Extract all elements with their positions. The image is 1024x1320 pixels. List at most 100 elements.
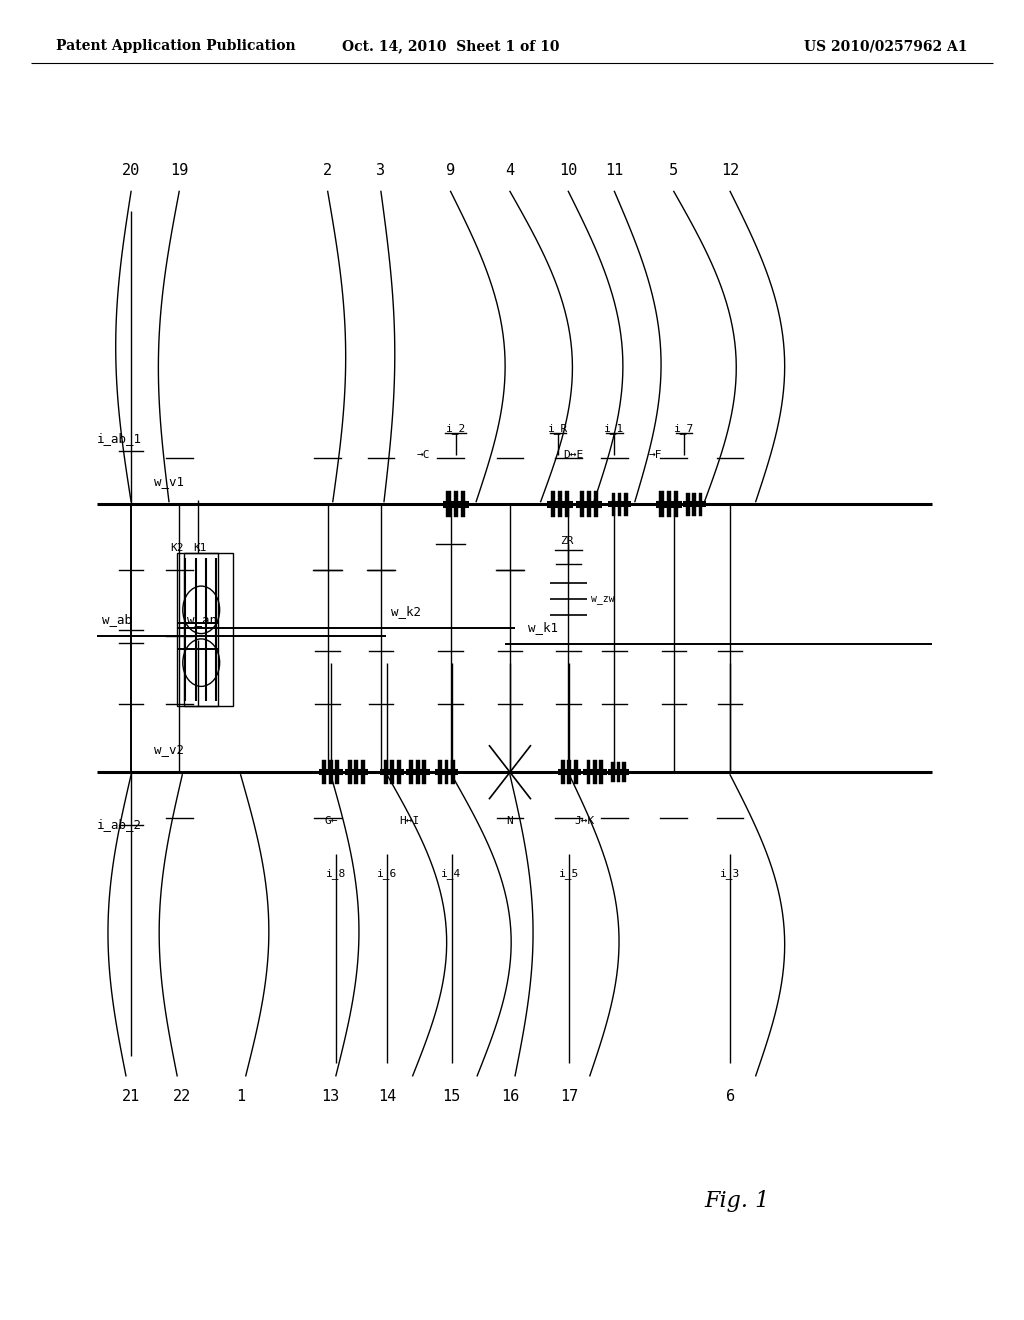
- Bar: [623, 762, 626, 771]
- Text: H↔I: H↔I: [399, 816, 420, 826]
- Bar: [616, 762, 621, 771]
- Bar: [360, 760, 365, 770]
- Bar: [390, 760, 394, 770]
- Text: G←: G←: [324, 816, 338, 826]
- Text: 6: 6: [726, 1089, 734, 1104]
- Bar: [667, 507, 671, 517]
- Bar: [454, 507, 458, 517]
- Bar: [659, 507, 664, 517]
- Text: 5: 5: [670, 164, 678, 178]
- Text: i_4: i_4: [441, 869, 462, 879]
- Bar: [410, 760, 414, 770]
- Bar: [593, 775, 597, 784]
- Text: US 2010/0257962 A1: US 2010/0257962 A1: [804, 40, 968, 53]
- Bar: [692, 492, 696, 502]
- Text: w_ab: w_ab: [102, 612, 132, 626]
- Bar: [416, 775, 420, 784]
- Bar: [451, 760, 455, 770]
- Bar: [551, 491, 555, 502]
- Text: 15: 15: [442, 1089, 461, 1104]
- Bar: [335, 760, 339, 770]
- Text: i_2: i_2: [445, 424, 466, 434]
- Bar: [558, 507, 562, 517]
- Text: 20: 20: [122, 164, 140, 178]
- Bar: [587, 775, 591, 784]
- Text: Oct. 14, 2010  Sheet 1 of 10: Oct. 14, 2010 Sheet 1 of 10: [342, 40, 559, 53]
- Text: →F: →F: [648, 450, 663, 461]
- Bar: [551, 507, 555, 517]
- Bar: [593, 760, 597, 770]
- Bar: [624, 507, 628, 516]
- Bar: [659, 491, 664, 502]
- Bar: [599, 775, 603, 784]
- Text: Patent Application Publication: Patent Application Publication: [56, 40, 296, 53]
- Text: 9: 9: [446, 164, 455, 178]
- Bar: [617, 492, 622, 502]
- Bar: [329, 775, 333, 784]
- Text: N: N: [507, 816, 513, 826]
- Text: 12: 12: [721, 164, 739, 178]
- Text: w_k2: w_k2: [391, 605, 421, 618]
- Text: J↔K: J↔K: [574, 816, 595, 826]
- Bar: [360, 775, 365, 784]
- Bar: [422, 775, 426, 784]
- Text: 16: 16: [501, 1089, 519, 1104]
- Bar: [561, 775, 565, 784]
- Bar: [587, 507, 591, 517]
- Bar: [617, 507, 622, 516]
- Text: 4: 4: [506, 164, 514, 178]
- Bar: [674, 507, 678, 517]
- Text: 10: 10: [559, 164, 578, 178]
- Text: w_v1: w_v1: [154, 475, 183, 488]
- Text: 17: 17: [560, 1089, 579, 1104]
- Text: 13: 13: [322, 1089, 340, 1104]
- Text: w_k1: w_k1: [528, 620, 558, 634]
- Bar: [451, 775, 455, 784]
- Bar: [354, 775, 358, 784]
- Text: 11: 11: [605, 164, 624, 178]
- Text: D↔E: D↔E: [563, 450, 584, 461]
- Text: i_7: i_7: [674, 424, 694, 434]
- Bar: [599, 760, 603, 770]
- Bar: [611, 762, 614, 771]
- Bar: [323, 760, 327, 770]
- Text: i_6: i_6: [377, 869, 397, 879]
- Bar: [692, 507, 696, 516]
- Bar: [335, 775, 339, 784]
- Bar: [698, 507, 702, 516]
- Bar: [558, 491, 562, 502]
- Bar: [623, 774, 626, 783]
- Bar: [438, 760, 442, 770]
- Bar: [461, 507, 465, 517]
- Bar: [573, 775, 578, 784]
- Text: →C: →C: [417, 450, 430, 461]
- Bar: [594, 491, 598, 502]
- Bar: [444, 775, 449, 784]
- Bar: [438, 775, 442, 784]
- Text: 14: 14: [378, 1089, 396, 1104]
- Text: i_8: i_8: [326, 869, 346, 879]
- Bar: [565, 507, 569, 517]
- Bar: [611, 774, 614, 783]
- Bar: [594, 507, 598, 517]
- Bar: [323, 775, 327, 784]
- Text: 22: 22: [173, 1089, 191, 1104]
- Text: ZR: ZR: [560, 536, 573, 546]
- Text: 3: 3: [377, 164, 385, 178]
- Bar: [667, 491, 671, 502]
- Bar: [184, 553, 218, 706]
- Bar: [624, 492, 628, 502]
- Text: i_1: i_1: [604, 424, 625, 434]
- Bar: [384, 760, 388, 770]
- Text: i_ab_2: i_ab_2: [97, 818, 142, 832]
- Bar: [348, 775, 352, 784]
- Bar: [454, 491, 458, 502]
- Bar: [354, 760, 358, 770]
- Text: 19: 19: [170, 164, 188, 178]
- Text: 2: 2: [324, 164, 332, 178]
- Bar: [567, 775, 571, 784]
- Bar: [616, 774, 621, 783]
- Bar: [565, 491, 569, 502]
- Text: w_zw: w_zw: [591, 594, 614, 605]
- Bar: [587, 760, 591, 770]
